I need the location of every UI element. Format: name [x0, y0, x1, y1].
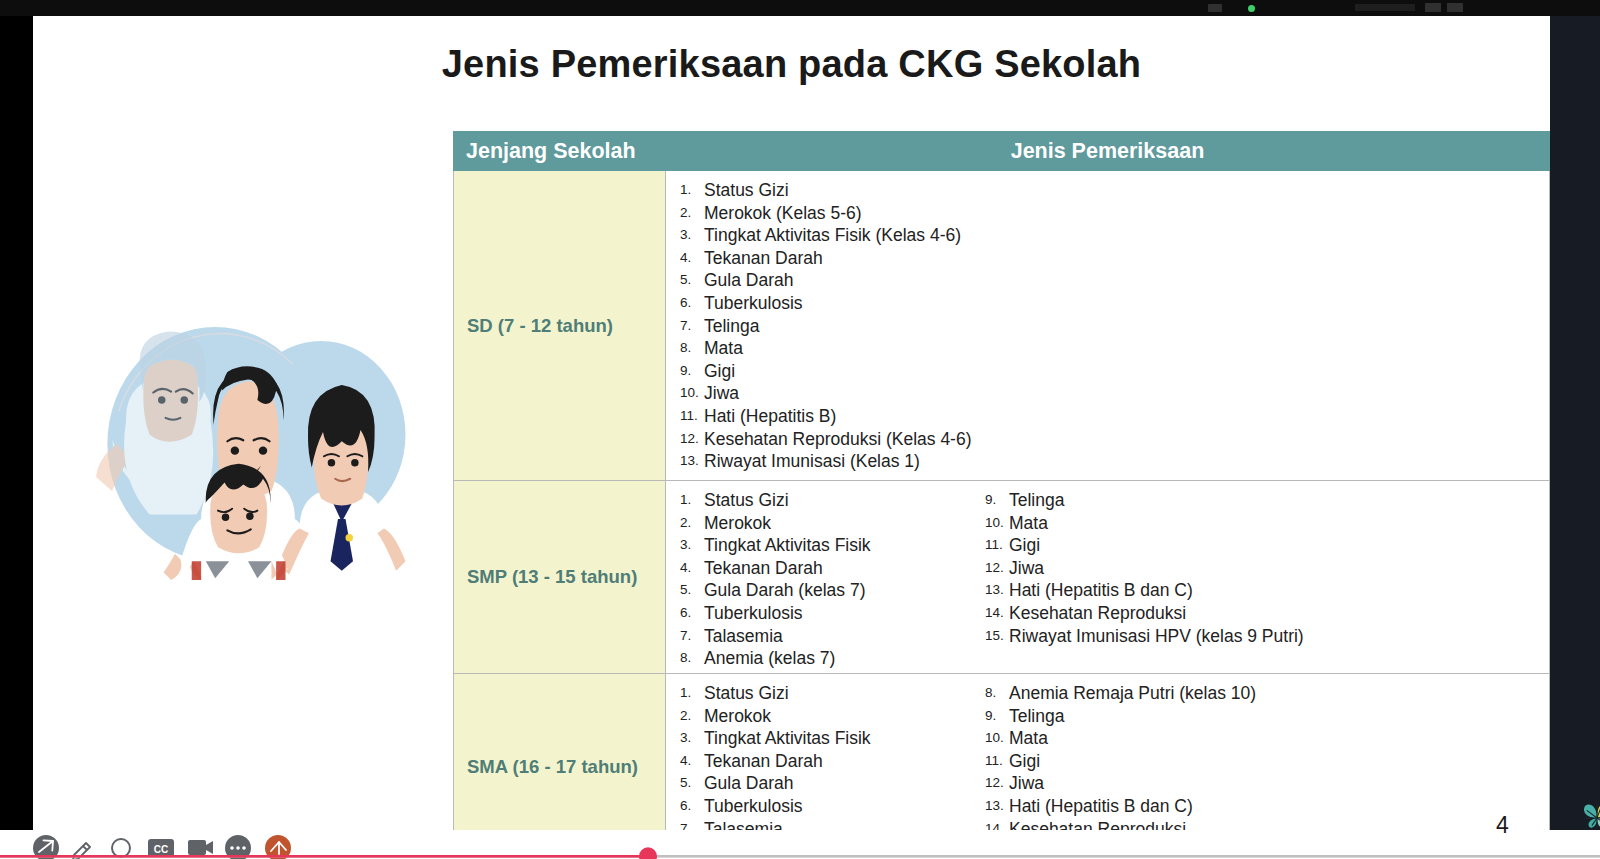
svg-text:CC: CC — [154, 844, 168, 855]
